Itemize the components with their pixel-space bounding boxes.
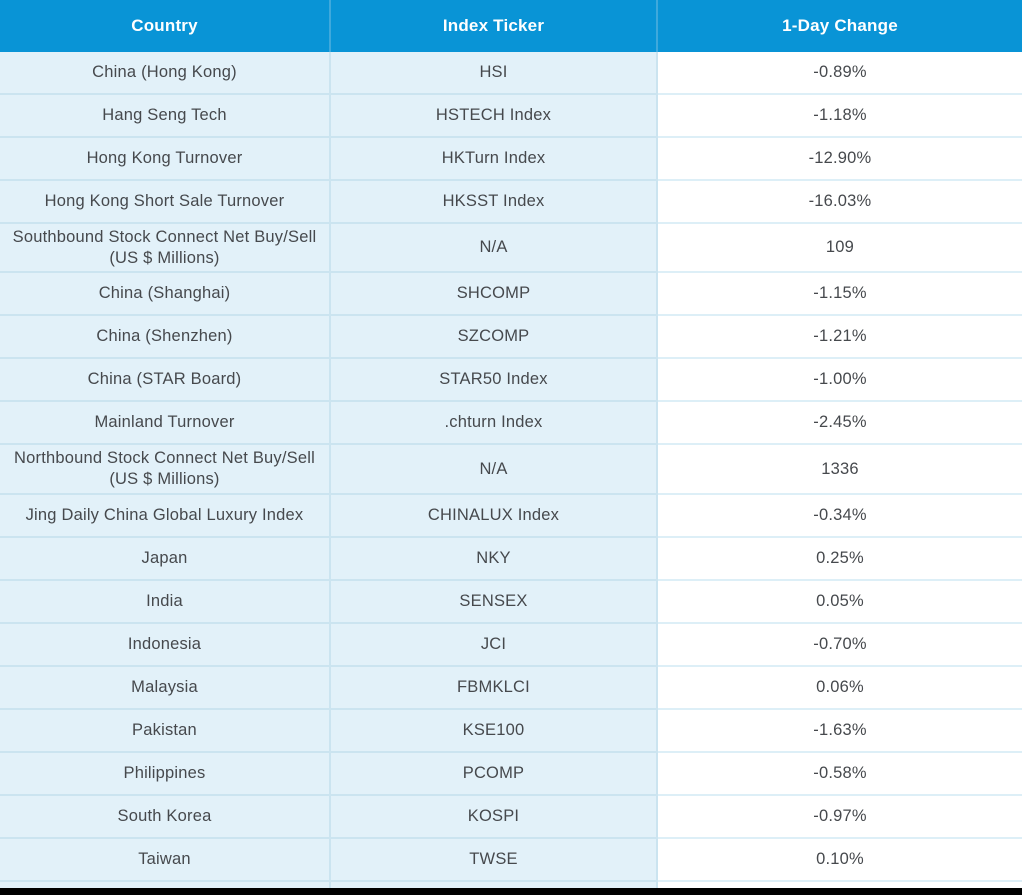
column-header-change: 1-Day Change <box>657 0 1022 52</box>
table-row: Pakistan KSE100 -1.63% <box>0 708 1022 753</box>
column-header-country: Country <box>0 0 331 52</box>
ticker-cell: TWSE <box>330 837 658 882</box>
ticker-cell: PCOMP <box>330 751 658 796</box>
ticker-cell: HKSST Index <box>330 180 658 224</box>
table-row: Hang Seng Tech HSTECH Index -1.18% <box>0 94 1022 138</box>
country-cell: China (Hong Kong) <box>0 52 331 95</box>
country-cell: Jing Daily China Global Luxury Index <box>0 493 331 538</box>
ticker-cell: CHINALUX Index <box>330 493 658 538</box>
change-cell: 0.06% <box>657 665 1022 710</box>
table-row: Jing Daily China Global Luxury Index CHIN… <box>0 493 1022 538</box>
table-row: South Korea KOSPI -0.97% <box>0 794 1022 839</box>
country-cell: Indonesia <box>0 622 331 667</box>
change-cell: -12.90% <box>657 137 1022 181</box>
country-cell: China (Shenzhen) <box>0 315 331 360</box>
change-cell: 0.10% <box>657 837 1022 882</box>
header-row: Country Index Ticker 1-Day Change <box>0 0 1022 52</box>
table-row: Taiwan TWSE 0.10% <box>0 837 1022 882</box>
change-cell: -1.18% <box>657 94 1022 138</box>
ticker-cell: SHCOMP <box>330 272 658 317</box>
ticker-cell: HSTECH Index <box>330 94 658 138</box>
change-cell: 0.05% <box>657 579 1022 624</box>
country-cell: Philippines <box>0 751 331 796</box>
country-cell: Taiwan <box>0 837 331 882</box>
change-cell: -1.21% <box>657 315 1022 360</box>
change-cell: 109 <box>657 223 1022 274</box>
country-cell: Mainland Turnover <box>0 401 331 446</box>
change-cell: -1.15% <box>657 272 1022 317</box>
ticker-cell: N/A <box>330 223 658 274</box>
table-row: Hong Kong Turnover HKTurn Index -12.90% <box>0 137 1022 181</box>
country-cell: Southbound Stock Connect Net Buy/Sell (U… <box>0 223 331 274</box>
table-row: China (STAR Board) STAR50 Index -1.00% <box>0 358 1022 403</box>
table-row: Malaysia FBMKLCI 0.06% <box>0 665 1022 710</box>
change-cell: -2.45% <box>657 401 1022 446</box>
table-body: China (Hong Kong) HSI -0.89% Hang Seng Tech… <box>0 52 1022 895</box>
table-row: China (Shanghai) SHCOMP -1.15% <box>0 272 1022 317</box>
change-cell: -0.58% <box>657 751 1022 796</box>
ticker-cell: .chturn Index <box>330 401 658 446</box>
country-cell: South Korea <box>0 794 331 839</box>
country-cell: Hang Seng Tech <box>0 94 331 138</box>
country-cell: Hong Kong Turnover <box>0 137 331 181</box>
country-cell: Northbound Stock Connect Net Buy/Sell (U… <box>0 444 331 495</box>
change-cell: 1336 <box>657 444 1022 495</box>
ticker-cell: KSE100 <box>330 708 658 753</box>
ticker-cell: N/A <box>330 444 658 495</box>
table-row: Hong Kong Short Sale Turnover HKSST Index… <box>0 180 1022 224</box>
change-cell: -1.00% <box>657 358 1022 403</box>
table-row: India SENSEX 0.05% <box>0 579 1022 624</box>
change-cell: -0.89% <box>657 52 1022 95</box>
country-cell: China (STAR Board) <box>0 358 331 403</box>
change-cell: -1.63% <box>657 708 1022 753</box>
country-cell: Pakistan <box>0 708 331 753</box>
change-cell: -16.03% <box>657 180 1022 224</box>
column-header-ticker: Index Ticker <box>330 0 658 52</box>
ticker-cell: NKY <box>330 536 658 581</box>
ticker-cell: FBMKLCI <box>330 665 658 710</box>
table-row: Mainland Turnover .chturn Index -2.45% <box>0 401 1022 446</box>
table-row: Japan NKY 0.25% <box>0 536 1022 581</box>
bottom-border-bar <box>0 888 1022 895</box>
ticker-cell: KOSPI <box>330 794 658 839</box>
ticker-cell: STAR50 Index <box>330 358 658 403</box>
ticker-cell: HKTurn Index <box>330 137 658 181</box>
country-cell: Malaysia <box>0 665 331 710</box>
change-cell: 0.25% <box>657 536 1022 581</box>
country-cell: China (Shanghai) <box>0 272 331 317</box>
table-row: China (Hong Kong) HSI -0.89% <box>0 52 1022 95</box>
ticker-cell: HSI <box>330 52 658 95</box>
change-cell: -0.97% <box>657 794 1022 839</box>
change-cell: -0.70% <box>657 622 1022 667</box>
change-cell: -0.34% <box>657 493 1022 538</box>
ticker-cell: SZCOMP <box>330 315 658 360</box>
ticker-cell: SENSEX <box>330 579 658 624</box>
ticker-cell: JCI <box>330 622 658 667</box>
table-row: China (Shenzhen) SZCOMP -1.21% <box>0 315 1022 360</box>
table-row: Philippines PCOMP -0.58% <box>0 751 1022 796</box>
table-row: Southbound Stock Connect Net Buy/Sell (U… <box>0 223 1022 274</box>
country-cell: India <box>0 579 331 624</box>
table-row: Northbound Stock Connect Net Buy/Sell (U… <box>0 444 1022 495</box>
table-row: Indonesia JCI -0.70% <box>0 622 1022 667</box>
country-cell: Hong Kong Short Sale Turnover <box>0 180 331 224</box>
country-cell: Japan <box>0 536 331 581</box>
